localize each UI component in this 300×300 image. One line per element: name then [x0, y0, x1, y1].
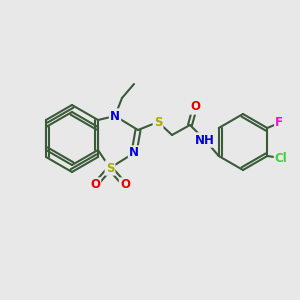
Text: F: F [275, 116, 283, 130]
Text: S: S [154, 116, 162, 128]
Text: N: N [110, 110, 120, 122]
Text: O: O [90, 178, 100, 191]
Text: O: O [190, 100, 200, 113]
Text: Cl: Cl [275, 152, 288, 164]
Text: S: S [106, 161, 114, 175]
Text: N: N [129, 146, 139, 160]
Text: O: O [120, 178, 130, 191]
Text: NH: NH [195, 134, 215, 146]
